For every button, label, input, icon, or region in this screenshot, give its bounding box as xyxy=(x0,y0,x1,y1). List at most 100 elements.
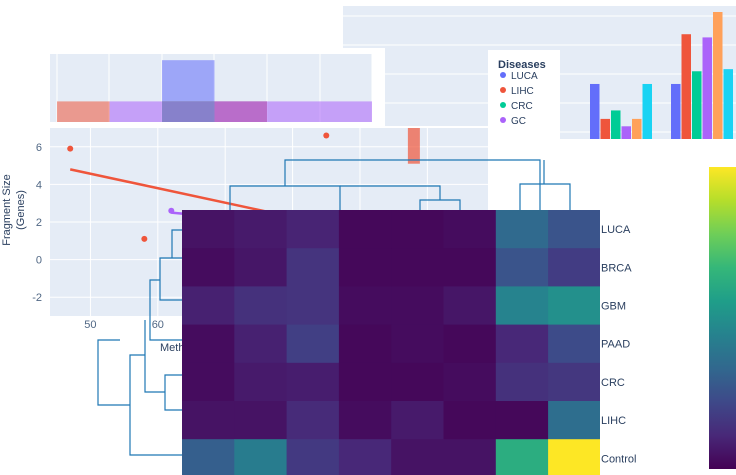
heatmap-cell xyxy=(286,362,340,402)
legend-marker xyxy=(500,117,506,123)
scatter-point xyxy=(323,132,330,139)
heatmap-cell xyxy=(234,324,288,364)
heatmap-row-label: Control xyxy=(601,453,636,465)
grouped-bar xyxy=(611,110,621,139)
heatmap-cell xyxy=(286,210,340,249)
scatter-x-axis-title: Meth xyxy=(160,342,184,354)
grouped-bar xyxy=(600,118,610,139)
heatmap-row-label: BRCA xyxy=(601,262,632,274)
dendrogram-lines xyxy=(97,159,571,456)
dendrogram-branch xyxy=(129,354,182,456)
heatmap-row-labels: LUCA BRCA GBM PAAD CRC LIHC Control xyxy=(601,224,636,465)
heatmap-row-label: LUCA xyxy=(601,224,631,236)
grouped-bar xyxy=(590,83,600,139)
heatmap-cell xyxy=(391,286,444,326)
dendrogram-branch xyxy=(164,374,182,411)
scatter-x-tick-label: 60 xyxy=(152,319,164,331)
grouped-bar-marks xyxy=(590,12,733,139)
legend-label: LIHC xyxy=(511,86,534,97)
heatmap-cell xyxy=(495,362,549,402)
heatmap-cell xyxy=(443,324,497,364)
heatmap-cell xyxy=(234,248,288,287)
heatmap-cell xyxy=(443,439,497,475)
legend-background xyxy=(488,50,560,140)
heatmap-row-label: PAAD xyxy=(601,339,630,351)
legend-items: LUCA LIHC CRC GC xyxy=(500,71,538,127)
scatter-point xyxy=(168,207,175,214)
heatmap-cell xyxy=(495,210,549,249)
dendrogram-branch xyxy=(97,339,130,406)
heatmap-cell xyxy=(338,248,392,287)
heatmap-cell xyxy=(443,286,497,326)
heatmap-cell xyxy=(548,248,601,287)
histogram-marks xyxy=(57,60,372,122)
heatmap-row-label: GBM xyxy=(601,301,626,313)
heatmap-cell xyxy=(495,324,549,364)
scatter-y-axis-subtitle: (Genes) xyxy=(15,190,27,230)
heatmap-cell xyxy=(338,362,392,402)
scatter-x-tick-label: 50 xyxy=(84,319,96,331)
grouped-bar xyxy=(632,118,642,139)
heatmap-cell xyxy=(182,286,235,326)
histogram-bar xyxy=(214,101,267,122)
heatmap-cell xyxy=(286,401,340,440)
heatmap-cell xyxy=(548,439,601,475)
heatmap-cell xyxy=(234,210,288,249)
heatmap-cell xyxy=(338,324,392,364)
dendrogram-branch xyxy=(171,229,182,258)
heatmap-cell xyxy=(443,362,497,402)
dendrogram-branch xyxy=(159,257,182,301)
histogram-bar xyxy=(162,101,215,122)
scatter-y-tick-label: 2 xyxy=(36,217,42,229)
heatmap-cell xyxy=(495,401,549,440)
scatter-y-tick-label: -2 xyxy=(32,292,42,304)
heatmap-cell xyxy=(286,324,340,364)
dendrogram-branch xyxy=(284,159,541,210)
scatter-point xyxy=(141,235,148,242)
legend-title: Diseases xyxy=(498,59,546,71)
heatmap-cell xyxy=(443,248,497,287)
heatmap-cell xyxy=(286,248,340,287)
legend-marker xyxy=(500,102,506,108)
histogram-bar xyxy=(109,101,162,122)
heatmap-cell xyxy=(182,248,235,287)
heatmap-cell xyxy=(182,210,235,249)
grouped-bar xyxy=(692,71,702,139)
heatmap-cell xyxy=(286,439,340,475)
grouped-bar xyxy=(621,126,631,139)
heatmap-cell xyxy=(391,439,444,475)
heatmap-cell xyxy=(286,286,340,326)
scatter-y-tick-label: 4 xyxy=(36,179,42,191)
legend-panel: Diseases LUCA LIHC CRC GC xyxy=(488,50,560,140)
heatmap-cells xyxy=(182,210,601,475)
dendrogram-branch xyxy=(519,183,571,210)
heatmap-cell xyxy=(443,210,497,249)
heatmap-cell xyxy=(338,210,392,249)
histogram-bar xyxy=(57,101,110,122)
legend-marker xyxy=(500,72,506,78)
heatmap-cell xyxy=(391,248,444,287)
heatmap-row-label: CRC xyxy=(601,377,625,389)
scatter-y-tick-label: 6 xyxy=(36,142,42,154)
scatter-y-tick-label: 0 xyxy=(36,255,42,267)
heatmap-cell xyxy=(182,324,235,364)
heatmap-cell xyxy=(495,248,549,287)
heatmap-cell xyxy=(548,401,601,440)
heatmap-cell xyxy=(495,286,549,326)
heatmap-cell xyxy=(495,439,549,475)
legend-label: GC xyxy=(511,116,526,127)
heatmap-cell xyxy=(338,286,392,326)
heatmap-cell xyxy=(182,401,235,440)
colorbar xyxy=(709,167,736,469)
grouped-bar xyxy=(713,12,723,139)
heatmap-cell xyxy=(443,401,497,440)
heatmap-cell xyxy=(548,210,601,249)
scatter-point xyxy=(67,145,74,152)
heatmap-cell xyxy=(391,401,444,440)
heatmap-cell xyxy=(391,362,444,402)
dendrogram-branch xyxy=(340,185,441,200)
histogram-chart xyxy=(40,48,385,126)
histogram-bar xyxy=(267,101,320,122)
clustered-heatmap-chart: LUCA BRCA GBM PAAD CRC LIHC Control xyxy=(97,159,672,475)
